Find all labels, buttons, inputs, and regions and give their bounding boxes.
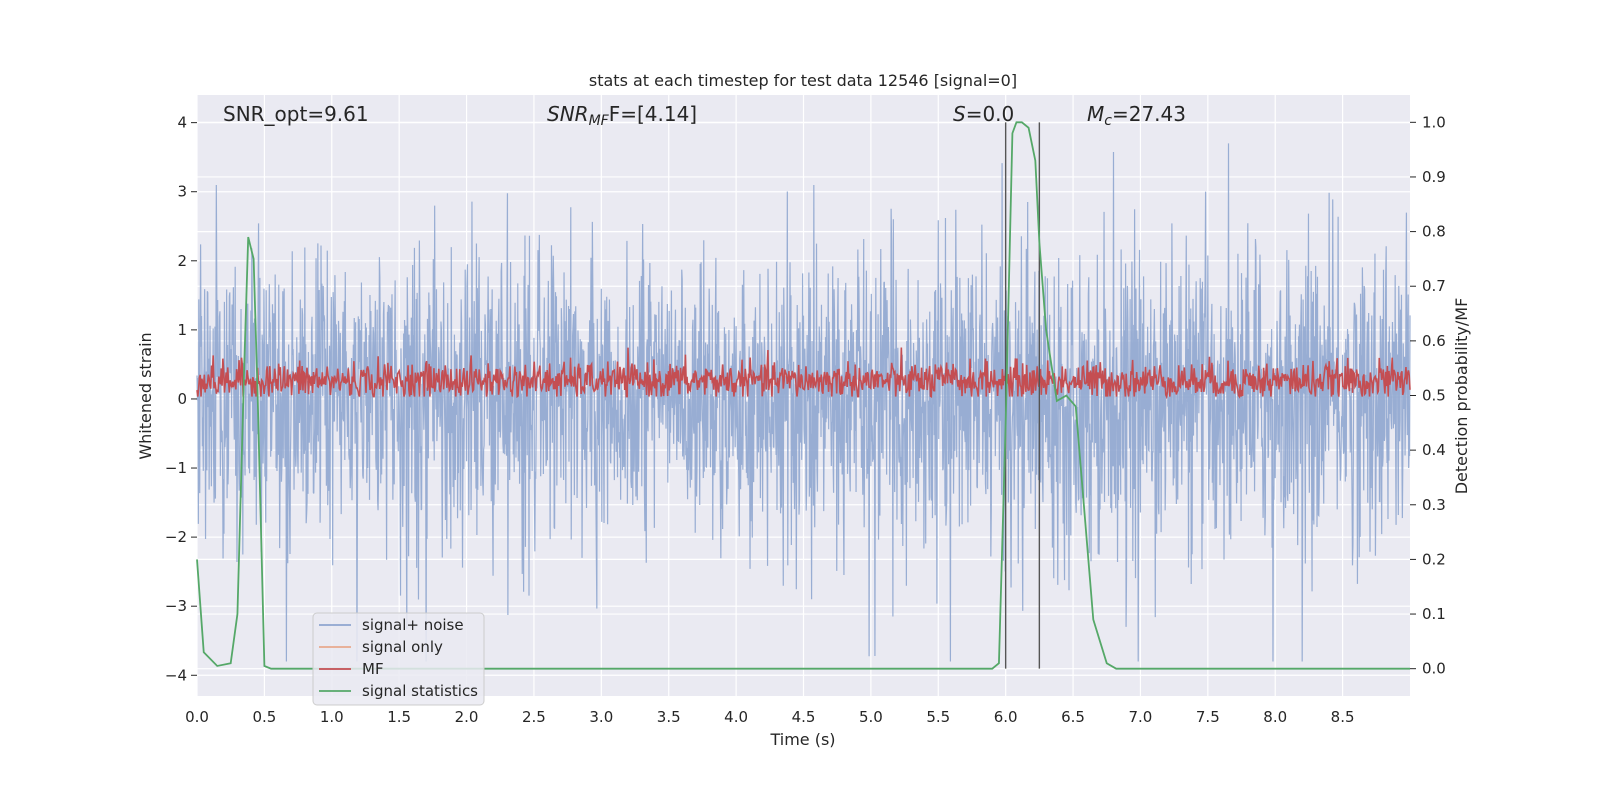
snr-mf-annotation: SNRMFF=[4.14] <box>547 102 697 129</box>
signal-statistics-line <box>196 121 1410 670</box>
snr-mf-label: SNR <box>547 102 589 126</box>
x-tick-label: 2.5 <box>522 708 546 726</box>
signal-statistics-series <box>196 121 1410 670</box>
x-tick-label: 6.0 <box>994 708 1018 726</box>
s-annotation: S=0.0 <box>953 102 1014 126</box>
chart-title: stats at each timestep for test data 125… <box>589 71 1017 90</box>
y-right-tick-label: 0.1 <box>1422 605 1446 623</box>
x-tick-label: 3.5 <box>657 708 681 726</box>
x-tick-label: 2.0 <box>455 708 479 726</box>
s-label: S <box>953 102 966 126</box>
ticks: 0.0 0.5 1.0 1.5 2.0 2.5 3.0 3.5 4.0 4.5 5.0 5.5 6.0 6… <box>165 113 1446 726</box>
y-left-tick-label: 4 <box>177 114 187 132</box>
mf-line <box>196 347 1411 400</box>
y-left-tick-label: 1 <box>177 321 187 339</box>
x-tick-label: 1.0 <box>320 708 344 726</box>
x-tick-label: 0.5 <box>252 708 276 726</box>
y-axis-left-label: Whitened strain <box>136 332 155 459</box>
mc-value: =27.43 <box>1112 102 1186 126</box>
y-left-tick-label: 3 <box>177 183 187 201</box>
y-right-tick-label: 0.9 <box>1422 168 1446 186</box>
legend: signal+ noise signal only MF signal stat… <box>312 612 485 706</box>
x-tick-label: 6.5 <box>1061 708 1085 726</box>
y-right-tick-label: 1.0 <box>1422 113 1446 131</box>
y-right-tick-label: 0.6 <box>1422 332 1446 350</box>
x-tick-label: 7.0 <box>1129 708 1153 726</box>
y-right-tick-label: 0.7 <box>1422 277 1446 295</box>
y-axis-right-label: Detection probability/MF <box>1452 298 1471 495</box>
y-left-tick-label: 2 <box>177 252 187 270</box>
x-tick-label: 8.0 <box>1263 708 1287 726</box>
legend-box <box>312 612 485 706</box>
x-tick-label: 1.5 <box>387 708 411 726</box>
y-left-tick-label: −1 <box>165 459 187 477</box>
mc-sub: c <box>1104 113 1112 129</box>
legend-label-signal-only: signal only <box>362 638 443 656</box>
x-axis-label: Time (s) <box>769 730 835 749</box>
snr-mf-value: F=[4.14] <box>609 102 697 126</box>
x-tick-label: 4.5 <box>792 708 816 726</box>
mf-series <box>196 347 1411 400</box>
signal-noise-line <box>196 143 1411 662</box>
signal-noise-series <box>196 143 1411 662</box>
y-left-tick-label: −3 <box>165 597 187 615</box>
y-right-tick-label: 0.2 <box>1422 550 1446 568</box>
legend-label-signal-noise: signal+ noise <box>362 616 464 634</box>
y-left-tick-label: −4 <box>165 666 187 684</box>
y-right-tick-label: 0.8 <box>1422 223 1446 241</box>
y-right-tick-label: 0.3 <box>1422 496 1446 514</box>
y-right-tick-label: 0.5 <box>1422 387 1446 405</box>
x-tick-label: 5.5 <box>926 708 950 726</box>
x-tick-label: 7.5 <box>1196 708 1220 726</box>
snr-mf-sub: MF <box>589 113 610 129</box>
x-tick-label: 8.5 <box>1331 708 1355 726</box>
legend-label-mf: MF <box>362 660 384 678</box>
x-tick-label: 4.0 <box>724 708 748 726</box>
y-left-tick-label: −2 <box>165 528 187 546</box>
x-tick-label: 5.0 <box>859 708 883 726</box>
mc-label: M <box>1087 102 1104 126</box>
s-value: =0.0 <box>966 102 1015 126</box>
mc-annotation: Mc=27.43 <box>1087 102 1186 129</box>
y-right-tick-label: 0.0 <box>1422 660 1446 678</box>
y-left-tick-label: 0 <box>177 390 187 408</box>
x-tick-label: 3.0 <box>589 708 613 726</box>
snr-opt-annotation: SNR_opt=9.61 <box>223 102 369 126</box>
legend-label-signal-statistics: signal statistics <box>362 682 478 700</box>
y-right-tick-label: 0.4 <box>1422 441 1446 459</box>
x-tick-label: 0.0 <box>185 708 209 726</box>
